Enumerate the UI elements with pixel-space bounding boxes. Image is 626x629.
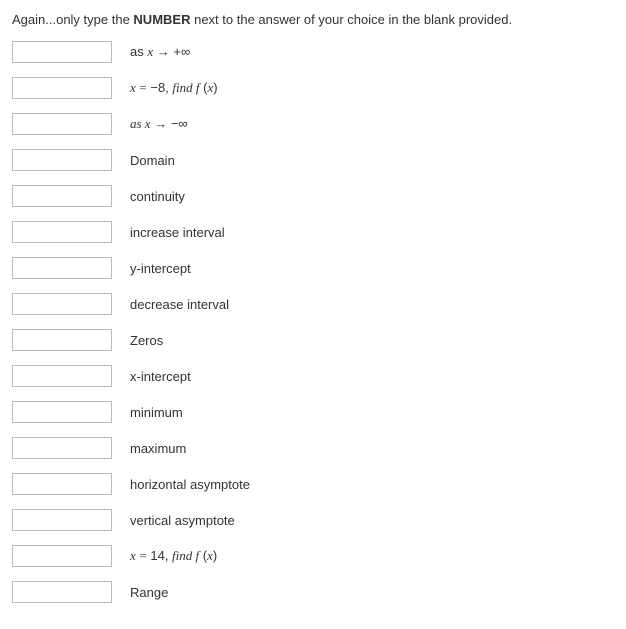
- answer-input-find-14[interactable]: [12, 545, 112, 567]
- answer-input-horizontal-asymptote[interactable]: [12, 473, 112, 495]
- answer-input-decrease-interval[interactable]: [12, 293, 112, 315]
- answer-input-y-intercept[interactable]: [12, 257, 112, 279]
- label-zeros: Zeros: [130, 333, 163, 348]
- label-find-14: x = 14, find f (x): [130, 548, 217, 564]
- answer-rows: as x → +∞ x = −8, find f (x) as x → −∞ D…: [12, 41, 614, 603]
- answer-row: Range: [12, 581, 614, 603]
- answer-input-zeros[interactable]: [12, 329, 112, 351]
- label-maximum: maximum: [130, 441, 186, 456]
- answer-row: as x → −∞: [12, 113, 614, 135]
- instruction-text: Again...only type the NUMBER next to the…: [12, 12, 614, 27]
- label-vertical-asymptote: vertical asymptote: [130, 513, 235, 528]
- answer-input-as-neg-infinity[interactable]: [12, 113, 112, 135]
- answer-row: as x → +∞: [12, 41, 614, 63]
- answer-row: Domain: [12, 149, 614, 171]
- label-find-neg8: x = −8, find f (x): [130, 80, 218, 96]
- answer-row: y-intercept: [12, 257, 614, 279]
- answer-row: increase interval: [12, 221, 614, 243]
- label-y-intercept: y-intercept: [130, 261, 191, 276]
- label-as-neg-infinity: as x → −∞: [130, 116, 188, 132]
- answer-row: Zeros: [12, 329, 614, 351]
- label-decrease-interval: decrease interval: [130, 297, 229, 312]
- instruction-bold: NUMBER: [133, 12, 190, 27]
- answer-input-domain[interactable]: [12, 149, 112, 171]
- answer-input-as-pos-infinity[interactable]: [12, 41, 112, 63]
- label-horizontal-asymptote: horizontal asymptote: [130, 477, 250, 492]
- answer-input-x-intercept[interactable]: [12, 365, 112, 387]
- label-minimum: minimum: [130, 405, 183, 420]
- instruction-suffix: next to the answer of your choice in the…: [190, 12, 512, 27]
- answer-input-range[interactable]: [12, 581, 112, 603]
- answer-input-increase-interval[interactable]: [12, 221, 112, 243]
- label-x-intercept: x-intercept: [130, 369, 191, 384]
- label-increase-interval: increase interval: [130, 225, 225, 240]
- answer-input-find-neg8[interactable]: [12, 77, 112, 99]
- label-domain: Domain: [130, 153, 175, 168]
- answer-row: decrease interval: [12, 293, 614, 315]
- answer-row: vertical asymptote: [12, 509, 614, 531]
- answer-row: x = 14, find f (x): [12, 545, 614, 567]
- answer-row: continuity: [12, 185, 614, 207]
- answer-row: x = −8, find f (x): [12, 77, 614, 99]
- label-as-pos-infinity: as x → +∞: [130, 44, 190, 60]
- label-range: Range: [130, 585, 168, 600]
- answer-input-continuity[interactable]: [12, 185, 112, 207]
- answer-row: x-intercept: [12, 365, 614, 387]
- label-continuity: continuity: [130, 189, 185, 204]
- answer-input-minimum[interactable]: [12, 401, 112, 423]
- instruction-prefix: Again...only type the: [12, 12, 133, 27]
- answer-input-maximum[interactable]: [12, 437, 112, 459]
- answer-row: horizontal asymptote: [12, 473, 614, 495]
- answer-row: minimum: [12, 401, 614, 423]
- answer-row: maximum: [12, 437, 614, 459]
- answer-input-vertical-asymptote[interactable]: [12, 509, 112, 531]
